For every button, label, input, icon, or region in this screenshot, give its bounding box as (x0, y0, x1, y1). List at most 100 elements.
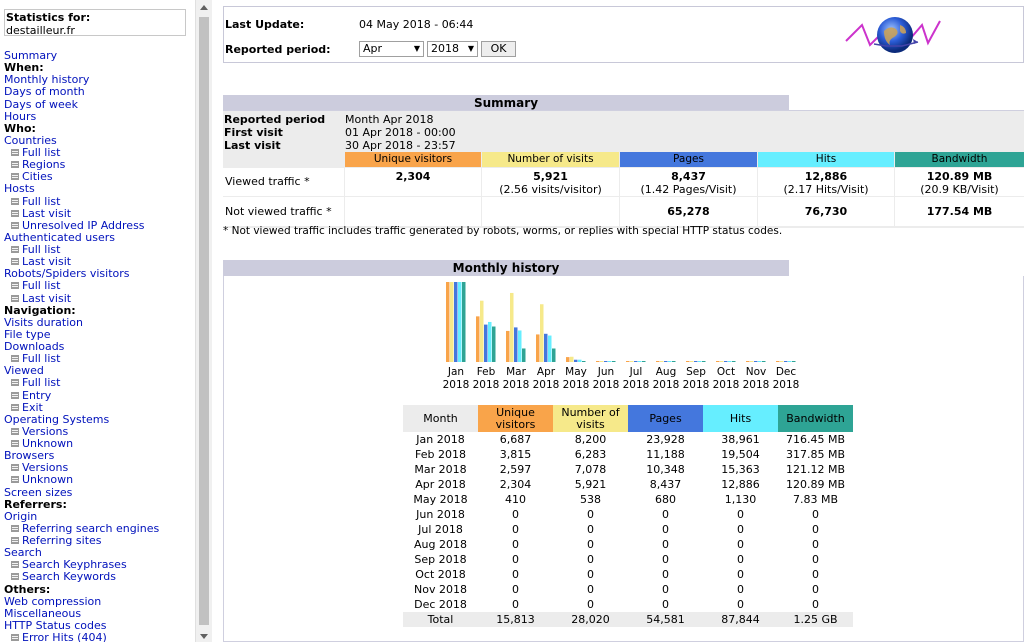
menu-link-hosts[interactable]: Hosts (4, 182, 35, 196)
menu-link-file-type[interactable]: File type (4, 327, 51, 341)
menu-link-unresolved-ip-address[interactable]: Unresolved IP Address (22, 218, 145, 232)
menu-link-entry[interactable]: Entry (22, 388, 52, 402)
menu-item-screen-sizes[interactable]: Screen sizes (4, 485, 159, 499)
menu-link-downloads[interactable]: Downloads (4, 340, 65, 353)
menu-link-referring-search-engines[interactable]: Referring search engines (22, 521, 160, 535)
menu-item-miscellaneous[interactable]: Miscellaneous (4, 606, 159, 620)
x-tick-year: 2018 (443, 379, 470, 391)
year-select[interactable]: 2018 ▼ (427, 41, 478, 57)
menu-link-days-of-month[interactable]: Days of month (4, 85, 85, 99)
menu-item-full-list[interactable]: Full list (4, 280, 159, 292)
menu-item-cities[interactable]: Cities (4, 171, 159, 183)
menu-link-http-status-codes[interactable]: HTTP Status codes (4, 618, 107, 632)
menu-item-last-visit[interactable]: Last visit (4, 291, 159, 305)
menu-item-unknown[interactable]: Unknown (4, 474, 159, 486)
menu-item-exit[interactable]: Exit (4, 400, 159, 414)
menu-link-regions[interactable]: Regions (22, 158, 66, 172)
menu-item-search-keyphrases[interactable]: Search Keyphrases (4, 559, 159, 571)
menu-link-monthly-history[interactable]: Monthly history (4, 73, 90, 87)
menu-item-error-hits-404[interactable]: Error Hits (404) (4, 631, 159, 642)
menu-link-operating-systems[interactable]: Operating Systems (4, 412, 110, 426)
menu-item-operating-systems[interactable]: Operating Systems (4, 412, 159, 426)
menu-link-last-visit[interactable]: Last visit (22, 291, 72, 305)
menu-link-versions[interactable]: Versions (22, 461, 69, 475)
menu-link-unknown[interactable]: Unknown (22, 437, 74, 450)
menu-item-hosts[interactable]: Hosts (4, 183, 159, 195)
menu-item-referring-search-engines[interactable]: Referring search engines (4, 521, 160, 535)
menu-item-search[interactable]: Search (4, 547, 159, 559)
menu-item-full-list[interactable]: Full list (4, 243, 159, 256)
menu-item-entry[interactable]: Entry (4, 388, 159, 402)
menu-link-versions[interactable]: Versions (22, 424, 69, 438)
menu-item-days-of-month[interactable]: Days of month (4, 86, 159, 98)
menu-link-referring-sites[interactable]: Referring sites (22, 534, 102, 547)
menu-item-versions[interactable]: Versions (4, 424, 159, 438)
menu-link-search-keywords[interactable]: Search Keywords (22, 570, 116, 584)
menu-link-full-list[interactable]: Full list (22, 352, 61, 366)
menu-item-full-list[interactable]: Full list (4, 377, 159, 389)
menu-link-last-visit[interactable]: Last visit (22, 206, 72, 220)
menu-item-authenticated-users[interactable]: Authenticated users (4, 230, 159, 244)
menu-link-browsers[interactable]: Browsers (4, 449, 55, 463)
menu-link-exit[interactable]: Exit (22, 400, 43, 414)
scroll-up-icon[interactable] (200, 5, 208, 10)
menu-item-versions[interactable]: Versions (4, 462, 159, 474)
bar-pages-jun (604, 361, 608, 362)
menu-link-web-compression[interactable]: Web compression (4, 594, 102, 608)
menu-link-search[interactable]: Search (4, 546, 42, 560)
menu-link-authenticated-users[interactable]: Authenticated users (4, 230, 115, 244)
menu-link-full-list[interactable]: Full list (22, 279, 61, 293)
menu-link-cities[interactable]: Cities (22, 170, 53, 184)
menu-link-visits-duration[interactable]: Visits duration (4, 315, 83, 329)
menu-item-full-list[interactable]: Full list (4, 194, 159, 208)
menu-item-viewed[interactable]: Viewed (4, 365, 159, 377)
menu-item-unknown[interactable]: Unknown (4, 437, 159, 450)
menu-link-full-list[interactable]: Full list (22, 194, 61, 208)
menu-link-last-visit[interactable]: Last visit (22, 255, 72, 269)
menu-item-countries[interactable]: Countries (4, 133, 159, 147)
menu-item-search-keywords[interactable]: Search Keywords (4, 571, 159, 583)
menu-item-web-compression[interactable]: Web compression (4, 594, 159, 608)
menu-item-browsers[interactable]: Browsers (4, 450, 159, 462)
menu-link-hours[interactable]: Hours (4, 109, 37, 123)
menu-item-robots-spiders-visitors[interactable]: Robots/Spiders visitors (4, 268, 159, 280)
menu-link-search-keyphrases[interactable]: Search Keyphrases (22, 558, 127, 572)
menu-item-referring-sites[interactable]: Referring sites (4, 534, 159, 547)
menu-link-days-of-week[interactable]: Days of week (4, 97, 78, 111)
menu-item-file-type[interactable]: File type (4, 327, 159, 341)
menu-item-last-visit[interactable]: Last visit (4, 256, 159, 268)
menu-item-unresolved-ip-address[interactable]: Unresolved IP Address (4, 218, 159, 232)
menu-link-summary[interactable]: Summary (4, 49, 58, 62)
menu-item-regions[interactable]: Regions (4, 159, 159, 171)
menu-item-days-of-week[interactable]: Days of week (4, 97, 159, 111)
menu-item-hours[interactable]: Hours (4, 109, 159, 123)
month-select[interactable]: Apr ▼ (359, 41, 424, 57)
menu-link-full-list[interactable]: Full list (22, 146, 61, 159)
menu-item-full-list[interactable]: Full list (4, 146, 159, 159)
menu-link-countries[interactable]: Countries (4, 133, 57, 147)
menu-item-downloads[interactable]: Downloads (4, 340, 159, 353)
scroll-down-icon[interactable] (200, 634, 208, 639)
menu-link-full-list[interactable]: Full list (22, 243, 61, 256)
menu-item-full-list[interactable]: Full list (4, 353, 159, 365)
menu-item-monthly-history[interactable]: Monthly history (4, 74, 159, 86)
menu-link-unknown[interactable]: Unknown (22, 473, 74, 487)
menu-item-last-visit[interactable]: Last visit (4, 206, 159, 220)
menu-item-http-status-codes[interactable]: HTTP Status codes (4, 618, 159, 632)
menu-scrollbar[interactable] (195, 0, 212, 642)
bar-unique-visitors-apr (536, 334, 540, 362)
menu-link-full-list[interactable]: Full list (22, 376, 61, 390)
menu-link-miscellaneous[interactable]: Miscellaneous (4, 606, 82, 620)
bar-number-of-visits-jun (600, 361, 604, 362)
menu-link-screen-sizes[interactable]: Screen sizes (4, 485, 73, 499)
x-tick-year: 2018 (533, 379, 560, 391)
menu-link-origin[interactable]: Origin (4, 509, 38, 523)
scrollbar-thumb[interactable] (199, 17, 209, 625)
menu-link-error-hits-404[interactable]: Error Hits (404) (22, 631, 107, 642)
menu-item-summary[interactable]: Summary (4, 49, 159, 62)
menu-link-robots-spiders-visitors[interactable]: Robots/Spiders visitors (4, 267, 130, 281)
menu-item-origin[interactable]: Origin (4, 509, 159, 523)
ok-button[interactable]: OK (481, 41, 516, 57)
menu-item-visits-duration[interactable]: Visits duration (4, 315, 159, 329)
menu-link-viewed[interactable]: Viewed (4, 364, 44, 378)
